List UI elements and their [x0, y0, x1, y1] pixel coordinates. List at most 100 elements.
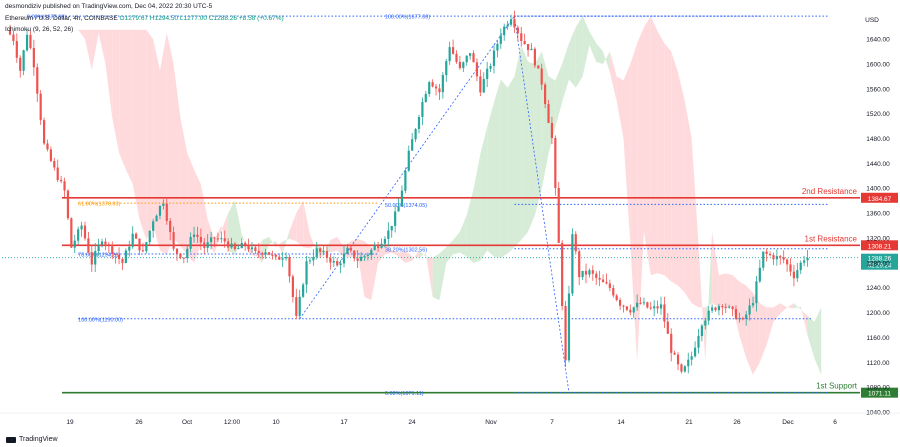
fib-trend-line — [514, 16, 570, 393]
cloud-segment — [800, 306, 808, 336]
cloud-segment — [350, 239, 358, 258]
candle-body — [574, 234, 577, 252]
candle-body — [233, 243, 237, 250]
candle-body — [547, 104, 550, 123]
cloud-segment — [596, 43, 604, 64]
candle-body — [455, 53, 458, 62]
cloud-segment — [337, 236, 345, 257]
candle-body — [128, 246, 131, 251]
level-tag — [861, 192, 898, 203]
cloud-segment — [514, 45, 522, 248]
candle-body — [114, 254, 117, 256]
candle-body — [707, 310, 710, 321]
candle-body — [63, 181, 66, 191]
candle-body — [656, 306, 659, 309]
candle-body — [489, 65, 492, 69]
candle-body — [704, 320, 707, 326]
candle-body — [540, 68, 543, 85]
candle-body — [520, 33, 523, 42]
candle-body — [683, 366, 686, 372]
cloud-segment — [568, 27, 576, 88]
candle-body — [731, 306, 734, 310]
cloud-segment — [718, 273, 726, 309]
cloud-segment — [753, 292, 760, 375]
candle-body — [56, 167, 59, 180]
cloud-segment — [425, 253, 433, 298]
candle-body — [768, 253, 772, 256]
fib-label: 78.60%(1294.21) — [78, 252, 120, 258]
candle-body — [274, 254, 277, 257]
candle-body — [475, 62, 479, 77]
candle-body — [332, 261, 335, 263]
time-axis[interactable]: 19 26 Oct 12:00 10 17 24 Nov 7 14 21 26 Dec 6 — [0, 412, 900, 426]
fib-label: 38.20%(1302.56) — [385, 247, 427, 253]
candle-body — [42, 120, 46, 144]
cloud-segment — [412, 250, 419, 261]
candle-body — [22, 50, 25, 71]
y-tick-label: 1400.00 — [866, 186, 890, 193]
cloud-segment — [234, 200, 242, 255]
candle-body — [526, 43, 530, 51]
cloud-segment — [146, 29, 154, 241]
candle-body — [325, 251, 329, 258]
candle-body — [728, 306, 731, 308]
candle-body — [158, 205, 162, 216]
candle-body — [104, 241, 107, 245]
cloud-segment — [589, 31, 597, 62]
y-tick-label: 1120.00 — [866, 360, 889, 367]
cloud-segment — [684, 101, 692, 304]
candle-body — [182, 257, 185, 259]
symbol-ohlc: Ethereum / U.S. Dollar, 4h, COINBASE O12… — [5, 15, 284, 22]
currency-label: USD — [865, 17, 879, 24]
last-price-badge — [861, 253, 898, 270]
cloud-segment — [541, 51, 549, 190]
cloud-segment — [173, 63, 181, 247]
candle-body — [417, 116, 421, 130]
ohlc-low: L1277.00 — [179, 15, 208, 22]
candle-body — [578, 251, 581, 278]
cloud-segment — [446, 240, 454, 263]
cloud-segment — [705, 231, 713, 363]
cloud-segment — [575, 16, 583, 88]
candle-body — [561, 242, 564, 306]
candle-body — [700, 325, 703, 337]
candle-body — [506, 24, 509, 27]
candle-body — [257, 251, 260, 254]
y-tick-label: 1480.00 — [866, 136, 890, 143]
candle-body — [676, 354, 680, 365]
candle-body — [509, 19, 513, 25]
y-tick-label: 1440.00 — [866, 161, 890, 168]
candle-body — [46, 143, 49, 150]
candle-body — [19, 57, 22, 71]
candle-body — [394, 211, 397, 226]
cloud-segment — [787, 303, 794, 309]
x-tick-label: 21 — [685, 419, 693, 426]
candle-body — [584, 270, 588, 275]
candle-body — [411, 139, 414, 151]
candle-body — [775, 256, 778, 260]
x-tick-label: 26 — [135, 419, 143, 426]
candle-body — [281, 258, 284, 260]
candle-body — [438, 88, 441, 93]
candle-body — [349, 247, 352, 251]
price-axis[interactable]: USD 1640.00 1600.00 1560.00 1520.00 1480.00 14… — [865, 17, 890, 417]
candle-body — [601, 279, 605, 283]
candle-body — [216, 238, 220, 240]
x-tick-label: 7 — [550, 419, 554, 426]
candle-body — [186, 248, 189, 259]
tradingview-logo: TradingView — [6, 436, 58, 443]
cloud-segment — [657, 31, 665, 276]
candle-body — [39, 93, 42, 121]
cloud-segment — [378, 244, 385, 263]
cloud-segment — [166, 32, 174, 255]
cloud-segment — [180, 117, 188, 255]
candle-body — [581, 270, 584, 278]
candlesticks — [8, 10, 809, 374]
candle-body — [329, 257, 332, 263]
candle-body — [622, 305, 625, 307]
candle-body — [588, 270, 591, 275]
candle-body — [782, 257, 785, 260]
candle-body — [192, 234, 196, 238]
cloud-segment — [773, 303, 781, 322]
